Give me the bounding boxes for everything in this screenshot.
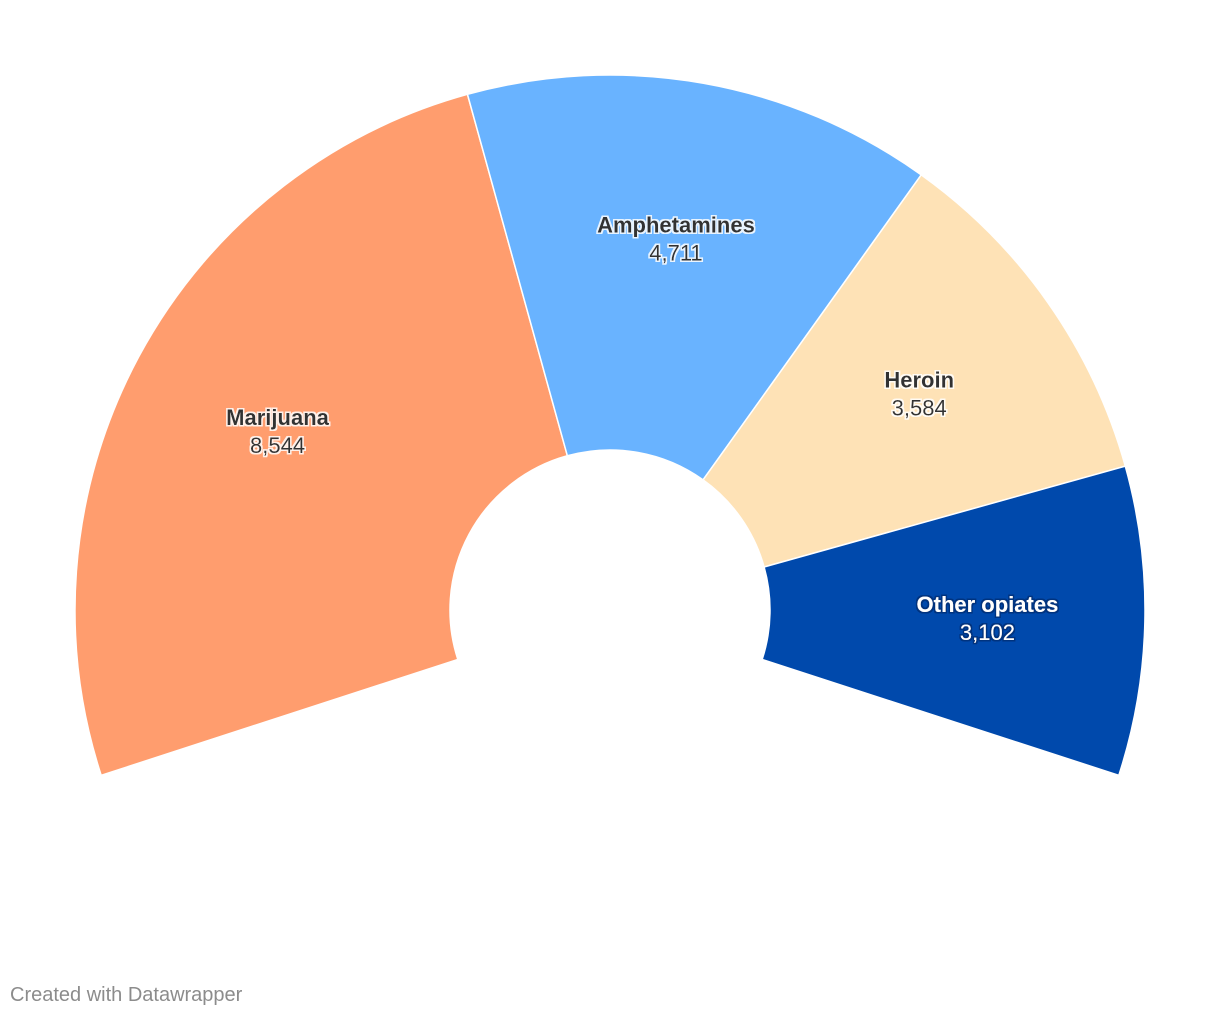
slice-label-heroin: Heroin xyxy=(884,367,954,392)
slice-value-heroin: 3,584 xyxy=(892,395,947,420)
slice-label-other-opiates: Other opiates xyxy=(917,592,1059,617)
slice-value-other-opiates: 3,102 xyxy=(960,620,1015,645)
slice-other-opiates[interactable] xyxy=(761,465,1146,777)
slice-label-marijuana: Marijuana xyxy=(226,405,329,430)
slice-value-marijuana: 8,544 xyxy=(250,433,305,458)
slice-amphetamines[interactable] xyxy=(466,74,923,481)
slice-marijuana[interactable] xyxy=(74,93,569,777)
labels-group: Marijuana 8,544 Amphetamines 4,711 Heroin 3,5… xyxy=(226,212,1058,645)
slices-group xyxy=(74,74,1146,777)
credit-text[interactable]: Created with Datawrapper xyxy=(10,984,243,1006)
slice-value-amphetamines: 4,711 xyxy=(649,240,702,265)
slice-label-amphetamines: Amphetamines xyxy=(597,212,755,237)
slice-heroin[interactable] xyxy=(702,173,1127,568)
